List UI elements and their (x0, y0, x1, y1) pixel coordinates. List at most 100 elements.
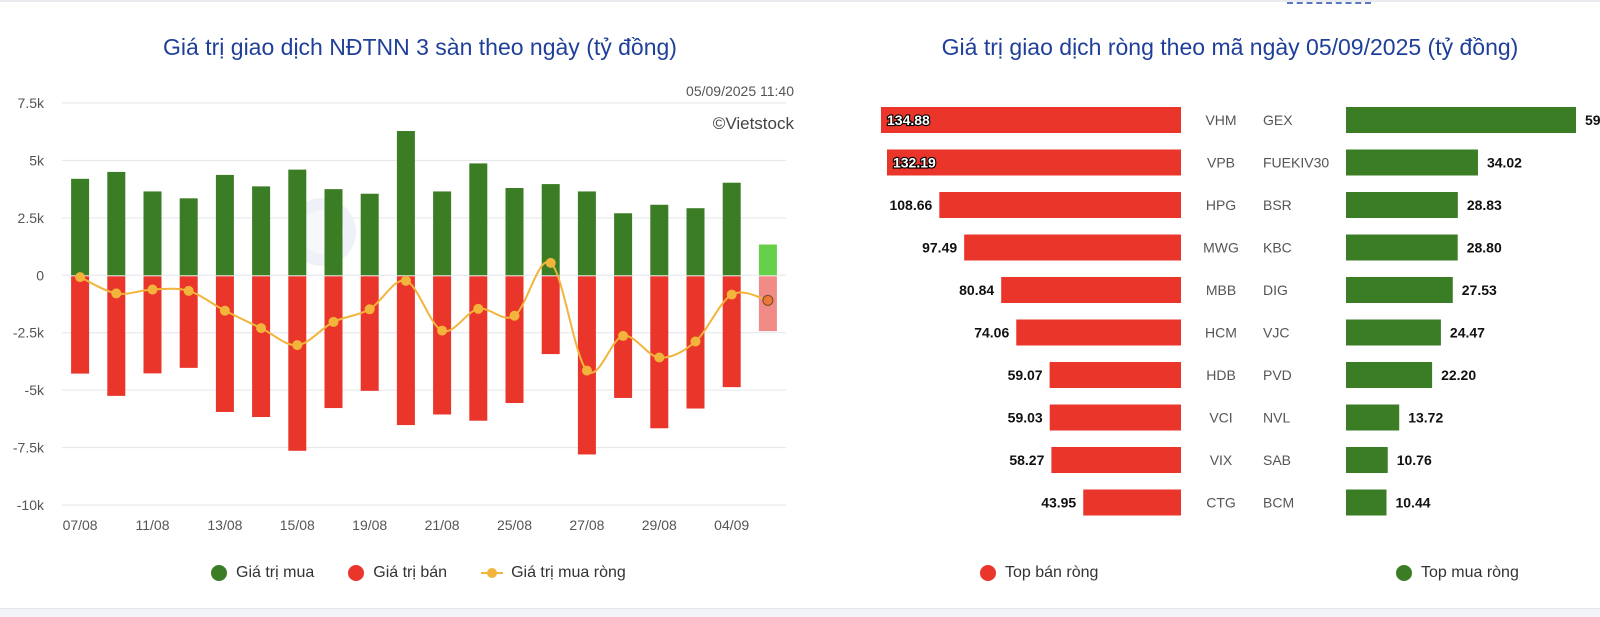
sell-bar (577, 276, 596, 455)
top-buy-ticker: BCM (1263, 495, 1294, 511)
buy-bar (215, 174, 234, 276)
top-sell-ticker: VPB (1207, 155, 1235, 171)
net-buy-point (509, 310, 520, 321)
net-buy-point (328, 316, 339, 327)
legend-top-sell-marker (980, 565, 996, 581)
sell-bar (288, 276, 307, 451)
top-buy-value-label: 28.80 (1467, 240, 1502, 256)
x-tick-label: 25/08 (497, 517, 532, 533)
sell-bar (324, 276, 343, 409)
top-sell-value-label: 59.07 (1008, 367, 1043, 383)
buy-bar (541, 184, 560, 276)
top-sell-value-label: 134.88 (887, 112, 930, 128)
buy-bar (433, 191, 452, 276)
right-chart-bars: 134.88 VHM GEX 59. 132.19 VPB FUEKIV30 34.02 108… (881, 107, 1600, 516)
sell-bar (722, 276, 741, 388)
top-sell-bar (1083, 489, 1181, 516)
top-buy-bar (1346, 192, 1458, 218)
legend-top-buy[interactable]: Top mua ròng (1396, 564, 1519, 582)
legend-item-net[interactable]: Giá trị mua ròng (481, 564, 626, 582)
top-sell-value-label: 43.95 (1041, 495, 1076, 511)
top-buy-value-label: 13.72 (1408, 410, 1443, 426)
top-buy-value-label: 24.47 (1450, 325, 1485, 341)
buy-bar (469, 163, 488, 276)
sell-bar (215, 276, 234, 412)
left-chart-net-line (75, 257, 774, 376)
net-buy-point (219, 305, 230, 316)
top-sell-ticker: VHM (1205, 112, 1236, 128)
sell-bar (469, 276, 488, 421)
top-sell-bar (881, 107, 1181, 133)
legend-net-marker (481, 565, 504, 581)
net-buy-point (111, 288, 122, 299)
legend-top-sell[interactable]: Top bán ròng (980, 564, 1098, 582)
sell-bar (650, 276, 669, 429)
top-sell-bar (1049, 404, 1181, 431)
top-buy-ticker: SAB (1263, 452, 1291, 468)
top-buy-ticker: KBC (1263, 240, 1292, 256)
top-accent-line (1287, 2, 1371, 4)
net-buy-point (183, 285, 194, 296)
x-tick-label: 19/08 (352, 517, 387, 533)
net-buy-point (364, 304, 375, 315)
x-tick-label: 15/08 (280, 517, 315, 533)
net-buy-point-live (762, 294, 774, 306)
top-buy-ticker: BSR (1263, 197, 1292, 213)
legend-item-buy[interactable]: Giá trị mua (211, 564, 314, 582)
sell-bar (179, 276, 198, 368)
top-buy-value-label: 28.83 (1467, 197, 1502, 213)
chart-timestamp: 05/09/2025 11:40 (686, 83, 794, 99)
top-buy-ticker: DIG (1263, 282, 1288, 298)
net-buy-point (400, 275, 411, 286)
sell-bar (107, 276, 126, 396)
legend-buy-marker (211, 565, 227, 581)
net-buy-point (256, 323, 267, 334)
sell-bar (433, 276, 452, 415)
top-sell-ticker: VCI (1209, 410, 1232, 426)
top-sell-value-label: 132.19 (893, 155, 936, 171)
left-chart-title: Giá trị giao dịch NĐTNN 3 sàn theo ngày … (163, 34, 677, 60)
sell-bar (252, 276, 271, 418)
top-buy-bar (1346, 107, 1576, 133)
legend-item-sell[interactable]: Giá trị bán (348, 564, 447, 582)
y-tick-label: -2.5k (13, 325, 45, 341)
buy-bar (71, 178, 90, 276)
net-buy-point (437, 325, 448, 336)
top-sell-value-label: 58.27 (1009, 452, 1044, 468)
net-buy-point (147, 284, 158, 295)
legend-buy-label: Giá trị mua (236, 564, 315, 581)
sell-bar (505, 276, 524, 404)
net-buy-point (292, 340, 303, 351)
buy-bar (288, 169, 307, 276)
y-tick-label: 2.5k (18, 210, 45, 226)
buy-bar (650, 204, 669, 276)
buy-bar (143, 191, 162, 276)
y-tick-label: -10k (17, 497, 45, 513)
top-buy-ticker: NVL (1263, 410, 1290, 426)
sell-bar (541, 276, 560, 355)
buy-bar (614, 213, 633, 276)
top-sell-bar (964, 234, 1181, 261)
top-sell-value-label: 59.03 (1008, 410, 1043, 426)
buy-bar (396, 131, 415, 276)
top-buy-value-label: 10.44 (1395, 495, 1430, 511)
net-buy-point (473, 303, 484, 314)
top-sell-value-label: 80.84 (959, 282, 994, 298)
top-sell-bar (1016, 319, 1181, 346)
legend-top-sell-label: Top bán ròng (1005, 564, 1099, 581)
buy-bar (107, 171, 126, 276)
net-buy-point (75, 272, 86, 283)
x-tick-label: 11/08 (136, 517, 170, 533)
y-tick-label: -7.5k (13, 440, 45, 456)
top-sell-ticker: MWG (1203, 240, 1239, 256)
top-sell-value-label: 74.06 (974, 325, 1009, 341)
left-chart-legend: Giá trị mua Giá trị bán Giá trị mua ròng (211, 564, 660, 582)
y-tick-label: 0 (36, 267, 44, 283)
legend-sell-marker (348, 565, 365, 581)
top-buy-value-label: 10.76 (1397, 452, 1432, 468)
top-buy-ticker: PVD (1263, 367, 1292, 383)
top-sell-ticker: MBB (1206, 282, 1236, 298)
top-buy-value-label: 59. (1585, 112, 1600, 128)
top-buy-bar (1346, 447, 1388, 473)
top-buy-ticker: GEX (1263, 112, 1293, 128)
